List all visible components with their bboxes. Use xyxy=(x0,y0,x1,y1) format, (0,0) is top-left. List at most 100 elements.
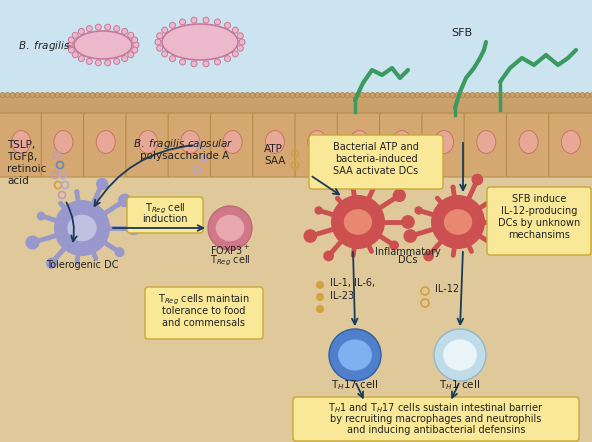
Ellipse shape xyxy=(0,92,5,98)
Ellipse shape xyxy=(68,47,75,53)
Ellipse shape xyxy=(237,45,243,51)
Ellipse shape xyxy=(510,92,515,98)
Ellipse shape xyxy=(480,92,485,98)
Ellipse shape xyxy=(185,92,190,98)
Ellipse shape xyxy=(330,92,335,98)
FancyBboxPatch shape xyxy=(0,113,43,177)
Ellipse shape xyxy=(54,130,73,153)
Ellipse shape xyxy=(128,52,134,58)
Ellipse shape xyxy=(392,189,406,202)
Ellipse shape xyxy=(133,42,139,48)
Ellipse shape xyxy=(443,339,477,370)
Ellipse shape xyxy=(120,92,125,98)
Text: induction: induction xyxy=(142,214,188,224)
Ellipse shape xyxy=(135,92,140,98)
Ellipse shape xyxy=(470,92,475,98)
Ellipse shape xyxy=(372,174,383,186)
Ellipse shape xyxy=(30,92,35,98)
Ellipse shape xyxy=(335,92,340,98)
Text: SFB induce: SFB induce xyxy=(512,194,566,204)
Ellipse shape xyxy=(232,51,239,57)
Ellipse shape xyxy=(114,247,124,257)
Ellipse shape xyxy=(170,92,175,98)
Ellipse shape xyxy=(404,229,417,243)
FancyBboxPatch shape xyxy=(295,113,339,177)
Ellipse shape xyxy=(179,19,185,25)
FancyBboxPatch shape xyxy=(549,113,592,177)
Text: T$_{Reg}$ cell: T$_{Reg}$ cell xyxy=(144,202,185,216)
Ellipse shape xyxy=(114,26,120,32)
Ellipse shape xyxy=(285,92,290,98)
Ellipse shape xyxy=(475,92,480,98)
FancyBboxPatch shape xyxy=(168,113,213,177)
FancyBboxPatch shape xyxy=(41,113,86,177)
Ellipse shape xyxy=(130,92,135,98)
Ellipse shape xyxy=(12,130,31,153)
FancyBboxPatch shape xyxy=(422,113,466,177)
Ellipse shape xyxy=(195,92,200,98)
FancyBboxPatch shape xyxy=(379,113,424,177)
Ellipse shape xyxy=(140,92,145,98)
Ellipse shape xyxy=(451,253,455,257)
Text: T$_{Reg}$ cell: T$_{Reg}$ cell xyxy=(210,253,250,268)
Ellipse shape xyxy=(430,92,435,98)
Ellipse shape xyxy=(157,45,163,51)
Ellipse shape xyxy=(191,61,197,67)
Ellipse shape xyxy=(465,92,470,98)
Ellipse shape xyxy=(560,92,565,98)
Ellipse shape xyxy=(118,194,131,207)
Ellipse shape xyxy=(210,92,215,98)
Ellipse shape xyxy=(96,130,115,153)
Text: T$_H$1 and T$_H$17 cells sustain intestinal barrier: T$_H$1 and T$_H$17 cells sustain intesti… xyxy=(328,401,544,415)
Ellipse shape xyxy=(471,174,483,186)
Ellipse shape xyxy=(331,195,385,249)
Ellipse shape xyxy=(220,92,225,98)
Ellipse shape xyxy=(440,92,445,98)
Ellipse shape xyxy=(35,92,40,98)
Ellipse shape xyxy=(191,17,197,23)
Text: $B.\ fragilis$: $B.\ fragilis$ xyxy=(18,39,70,53)
Ellipse shape xyxy=(208,206,252,250)
Ellipse shape xyxy=(295,92,300,98)
Ellipse shape xyxy=(40,92,45,98)
Ellipse shape xyxy=(68,37,75,43)
Ellipse shape xyxy=(545,92,550,98)
Ellipse shape xyxy=(351,253,355,257)
Ellipse shape xyxy=(78,56,85,61)
Ellipse shape xyxy=(94,257,98,260)
Ellipse shape xyxy=(230,92,235,98)
FancyBboxPatch shape xyxy=(126,113,170,177)
Ellipse shape xyxy=(336,197,339,199)
Ellipse shape xyxy=(45,92,50,98)
Text: ATP: ATP xyxy=(264,144,283,154)
Ellipse shape xyxy=(74,189,79,194)
Ellipse shape xyxy=(320,92,325,98)
Text: IL-12-producing: IL-12-producing xyxy=(501,206,577,216)
Ellipse shape xyxy=(444,209,472,235)
FancyBboxPatch shape xyxy=(210,113,255,177)
Ellipse shape xyxy=(423,251,434,261)
Ellipse shape xyxy=(530,92,535,98)
FancyBboxPatch shape xyxy=(309,135,443,189)
Ellipse shape xyxy=(275,92,280,98)
Ellipse shape xyxy=(72,32,78,38)
Text: T$_H$1 cell: T$_H$1 cell xyxy=(439,378,481,392)
Ellipse shape xyxy=(405,92,410,98)
Ellipse shape xyxy=(215,92,220,98)
Ellipse shape xyxy=(224,56,230,61)
Ellipse shape xyxy=(344,209,372,235)
Text: FOXP3$^+$: FOXP3$^+$ xyxy=(210,244,250,257)
Ellipse shape xyxy=(501,215,515,229)
Text: by recruiting macrophages and neutrophils: by recruiting macrophages and neutrophil… xyxy=(330,414,542,424)
Ellipse shape xyxy=(200,92,205,98)
Ellipse shape xyxy=(495,92,500,98)
Ellipse shape xyxy=(340,92,345,98)
Text: SAA: SAA xyxy=(264,156,285,166)
Ellipse shape xyxy=(350,130,369,153)
Ellipse shape xyxy=(338,339,372,370)
Ellipse shape xyxy=(50,92,55,98)
Ellipse shape xyxy=(420,92,425,98)
FancyBboxPatch shape xyxy=(253,113,297,177)
Ellipse shape xyxy=(80,92,85,98)
Text: T$_{Reg}$ cells maintain: T$_{Reg}$ cells maintain xyxy=(158,293,250,307)
